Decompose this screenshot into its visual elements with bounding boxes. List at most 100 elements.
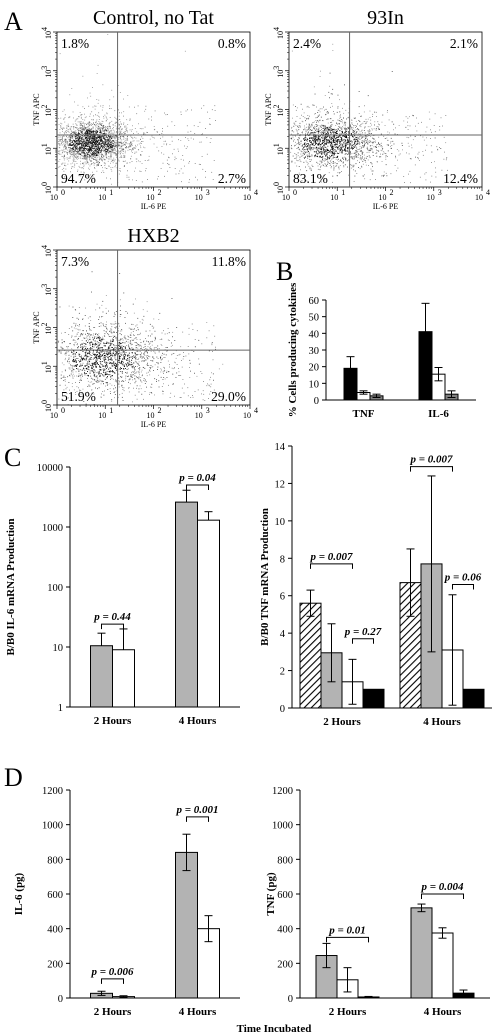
event-dot (93, 124, 95, 125)
event-dot (81, 152, 83, 154)
event-dot (344, 149, 345, 150)
event-dot (372, 141, 374, 143)
event-dot (315, 143, 317, 145)
event-dot (78, 136, 80, 137)
event-dot (135, 146, 137, 148)
event-dot (387, 150, 389, 152)
event-dot (321, 137, 323, 139)
event-dot (205, 176, 206, 178)
event-dot (97, 137, 99, 139)
event-dot (326, 119, 328, 120)
event-dot (79, 136, 81, 138)
event-dot (313, 136, 315, 138)
event-dot (291, 148, 293, 150)
event-dot (368, 165, 369, 166)
event-dot (307, 139, 309, 141)
event-dot (325, 114, 327, 116)
event-dot (299, 158, 301, 160)
event-dot (387, 144, 389, 146)
event-dot (108, 130, 110, 132)
event-dot (86, 144, 88, 146)
event-dot (67, 152, 68, 154)
event-dot (343, 158, 344, 160)
event-dot (354, 175, 356, 177)
event-dot (72, 147, 73, 149)
event-dot (296, 159, 297, 161)
flow-plot-control: Control, no Tat1001011021031041001011021… (32, 7, 258, 211)
event-dot (75, 137, 76, 139)
event-dot (376, 161, 378, 163)
event-dot (122, 156, 124, 158)
event-dot (307, 131, 309, 133)
event-dot (291, 160, 293, 162)
event-dot (378, 142, 379, 144)
event-dot (332, 162, 334, 164)
event-dot (72, 152, 74, 154)
event-dot (352, 158, 354, 160)
event-dot (95, 132, 97, 134)
event-dot (83, 126, 85, 128)
event-dot (370, 147, 372, 149)
event-dot (295, 106, 296, 107)
event-dot (335, 146, 337, 148)
event-dot (443, 158, 445, 160)
event-dot (317, 124, 319, 126)
event-dot (98, 126, 100, 128)
event-dot (359, 161, 360, 163)
event-dot (110, 156, 112, 158)
event-dot (307, 156, 308, 158)
event-dot (96, 99, 98, 100)
event-dot (300, 169, 301, 171)
event-dot (311, 132, 313, 134)
event-dot (98, 123, 100, 125)
event-dot (128, 106, 130, 108)
event-dot (322, 120, 324, 121)
event-dot (91, 138, 93, 140)
event-dot (120, 146, 122, 147)
event-dot (368, 151, 370, 153)
event-dot (78, 144, 80, 145)
event-dot (188, 181, 190, 183)
event-dot (82, 143, 84, 145)
event-dot (184, 50, 186, 52)
event-dot (352, 144, 354, 145)
event-dot (104, 141, 106, 143)
event-dot (333, 149, 335, 151)
event-dot (107, 160, 109, 162)
event-dot (87, 148, 89, 150)
event-dot (61, 144, 63, 146)
event-dot (94, 156, 96, 158)
event-dot (306, 123, 307, 125)
event-dot (330, 132, 332, 133)
event-dot (123, 115, 124, 117)
event-dot (336, 123, 338, 124)
event-dot (330, 93, 332, 95)
event-dot (68, 136, 70, 138)
event-dot (59, 139, 61, 141)
event-dot (356, 154, 357, 156)
event-dot (359, 120, 360, 122)
event-dot (372, 137, 374, 139)
event-dot (339, 141, 341, 142)
event-dot (97, 135, 99, 137)
event-dot (294, 144, 296, 146)
event-dot (325, 139, 327, 141)
event-dot (355, 156, 357, 158)
event-dot (309, 156, 310, 157)
event-dot (321, 161, 323, 163)
event-dot (368, 131, 370, 132)
event-dot (92, 131, 94, 133)
event-dot (120, 131, 122, 133)
event-dot (80, 138, 82, 139)
event-dot (381, 146, 383, 148)
event-dot (107, 34, 109, 35)
event-dot (82, 139, 84, 140)
event-dot (110, 150, 112, 152)
event-dot (353, 130, 355, 132)
event-dot (391, 153, 393, 154)
event-dot (386, 175, 388, 177)
event-dot (58, 143, 60, 145)
event-dot (310, 147, 312, 149)
event-dot (85, 116, 87, 118)
event-dot (342, 157, 344, 159)
